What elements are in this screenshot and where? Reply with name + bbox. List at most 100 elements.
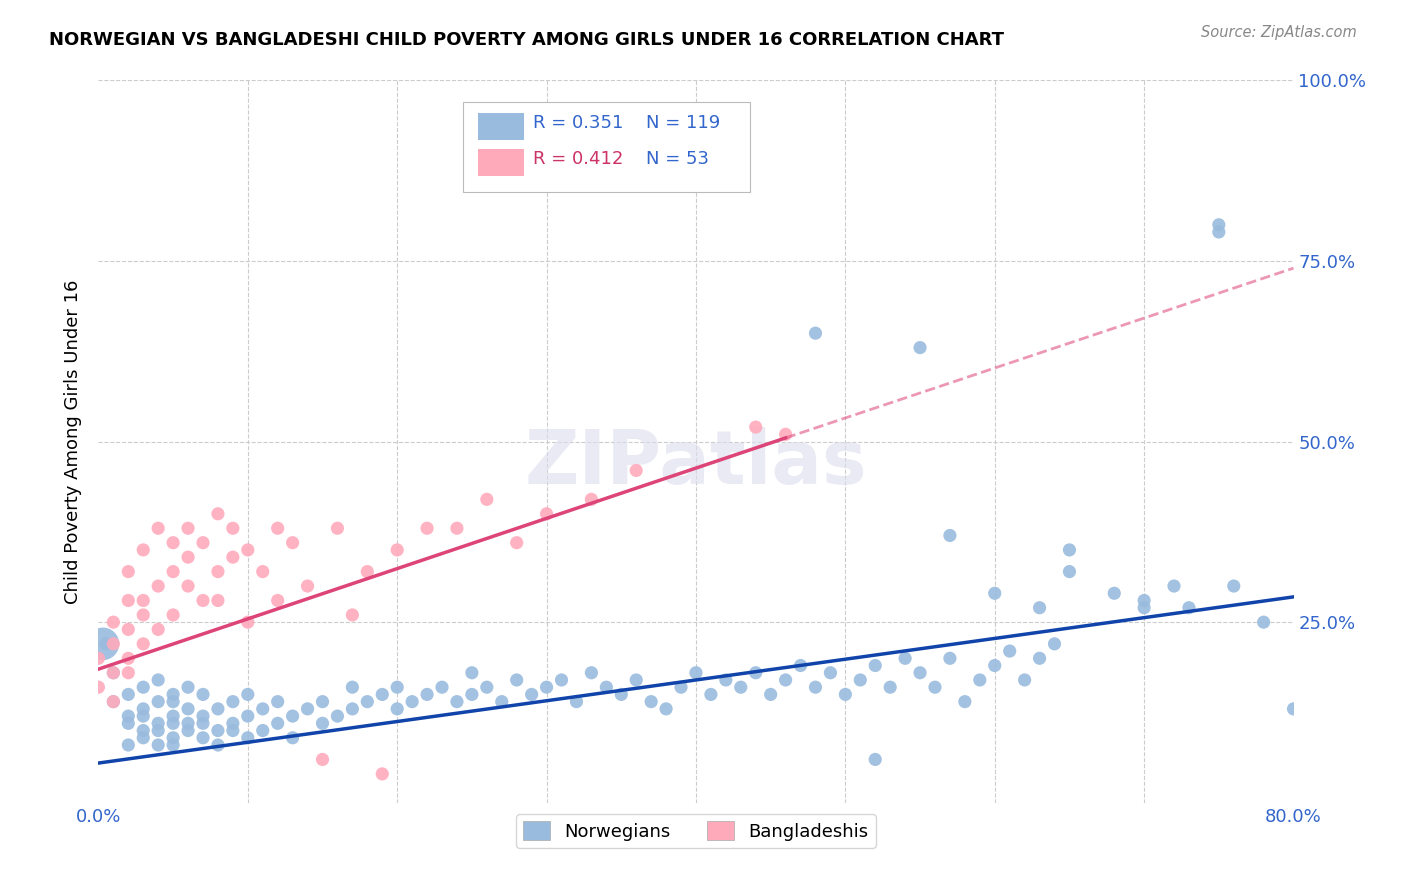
Point bbox=[132, 593, 155, 607]
Text: N = 53: N = 53 bbox=[645, 151, 709, 169]
Point bbox=[700, 687, 723, 701]
Point bbox=[1223, 579, 1246, 593]
Point bbox=[1104, 586, 1126, 600]
Point bbox=[745, 665, 768, 680]
Point bbox=[520, 687, 543, 701]
Point bbox=[236, 687, 259, 701]
Point bbox=[416, 687, 439, 701]
Point bbox=[385, 702, 409, 716]
Point bbox=[177, 716, 200, 731]
Point bbox=[745, 420, 768, 434]
Point bbox=[132, 709, 155, 723]
Point bbox=[908, 665, 931, 680]
Point bbox=[103, 695, 125, 709]
Point bbox=[191, 709, 214, 723]
Point bbox=[834, 687, 856, 701]
Point bbox=[865, 752, 887, 766]
Point bbox=[311, 752, 333, 766]
Point bbox=[342, 702, 364, 716]
Point bbox=[267, 695, 290, 709]
Point bbox=[87, 680, 110, 694]
Point bbox=[820, 665, 842, 680]
Point bbox=[148, 673, 170, 687]
Point bbox=[236, 709, 259, 723]
Point bbox=[148, 723, 170, 738]
Point bbox=[595, 680, 617, 694]
Point bbox=[1028, 651, 1050, 665]
Point bbox=[236, 542, 259, 557]
Point bbox=[252, 723, 274, 738]
Point bbox=[908, 341, 931, 355]
Point bbox=[297, 579, 319, 593]
Text: R = 0.412: R = 0.412 bbox=[533, 151, 624, 169]
Point bbox=[132, 680, 155, 694]
Point bbox=[148, 521, 170, 535]
Text: NORWEGIAN VS BANGLADESHI CHILD POVERTY AMONG GIRLS UNDER 16 CORRELATION CHART: NORWEGIAN VS BANGLADESHI CHILD POVERTY A… bbox=[49, 31, 1004, 49]
Point bbox=[789, 658, 811, 673]
Point bbox=[984, 586, 1007, 600]
Point bbox=[775, 427, 797, 442]
Point bbox=[162, 716, 184, 731]
Point bbox=[1178, 600, 1201, 615]
Point bbox=[148, 579, 170, 593]
Point bbox=[939, 528, 962, 542]
Point bbox=[267, 716, 290, 731]
Point bbox=[1059, 542, 1081, 557]
Point bbox=[430, 680, 453, 694]
Point bbox=[1208, 218, 1230, 232]
Point bbox=[640, 695, 662, 709]
Point bbox=[132, 702, 155, 716]
Point bbox=[356, 565, 378, 579]
Point bbox=[1133, 593, 1156, 607]
Point bbox=[446, 695, 468, 709]
Point bbox=[103, 637, 125, 651]
Point bbox=[191, 687, 214, 701]
Point bbox=[222, 716, 245, 731]
Point bbox=[1014, 673, 1036, 687]
Point bbox=[714, 673, 737, 687]
Point bbox=[804, 326, 827, 340]
Point bbox=[1059, 565, 1081, 579]
Point bbox=[117, 565, 139, 579]
Point bbox=[775, 673, 797, 687]
Point bbox=[342, 607, 364, 622]
Point bbox=[311, 695, 333, 709]
Point bbox=[416, 521, 439, 535]
Point bbox=[191, 593, 214, 607]
Point bbox=[117, 623, 139, 637]
Point bbox=[550, 673, 572, 687]
Point bbox=[162, 738, 184, 752]
Point bbox=[804, 680, 827, 694]
Point bbox=[222, 695, 245, 709]
Point bbox=[162, 565, 184, 579]
Point bbox=[162, 607, 184, 622]
Point bbox=[1133, 600, 1156, 615]
Point bbox=[626, 673, 648, 687]
Point bbox=[1253, 615, 1275, 630]
Point bbox=[311, 716, 333, 731]
Point bbox=[103, 665, 125, 680]
Text: ZIPatlas: ZIPatlas bbox=[524, 426, 868, 500]
Point bbox=[117, 593, 139, 607]
Point bbox=[281, 709, 304, 723]
Point bbox=[1043, 637, 1066, 651]
Point bbox=[207, 723, 229, 738]
Point bbox=[117, 665, 139, 680]
Point bbox=[207, 738, 229, 752]
Point bbox=[475, 680, 498, 694]
Point bbox=[207, 565, 229, 579]
Point bbox=[655, 702, 678, 716]
Point bbox=[191, 716, 214, 731]
Point bbox=[984, 658, 1007, 673]
Point bbox=[91, 637, 114, 651]
Point bbox=[849, 673, 872, 687]
Point bbox=[879, 680, 901, 694]
Point bbox=[177, 702, 200, 716]
Point bbox=[626, 463, 648, 477]
Point bbox=[117, 709, 139, 723]
Point bbox=[252, 702, 274, 716]
Point bbox=[222, 550, 245, 565]
Text: Source: ZipAtlas.com: Source: ZipAtlas.com bbox=[1201, 25, 1357, 40]
Point bbox=[177, 680, 200, 694]
Point bbox=[148, 695, 170, 709]
